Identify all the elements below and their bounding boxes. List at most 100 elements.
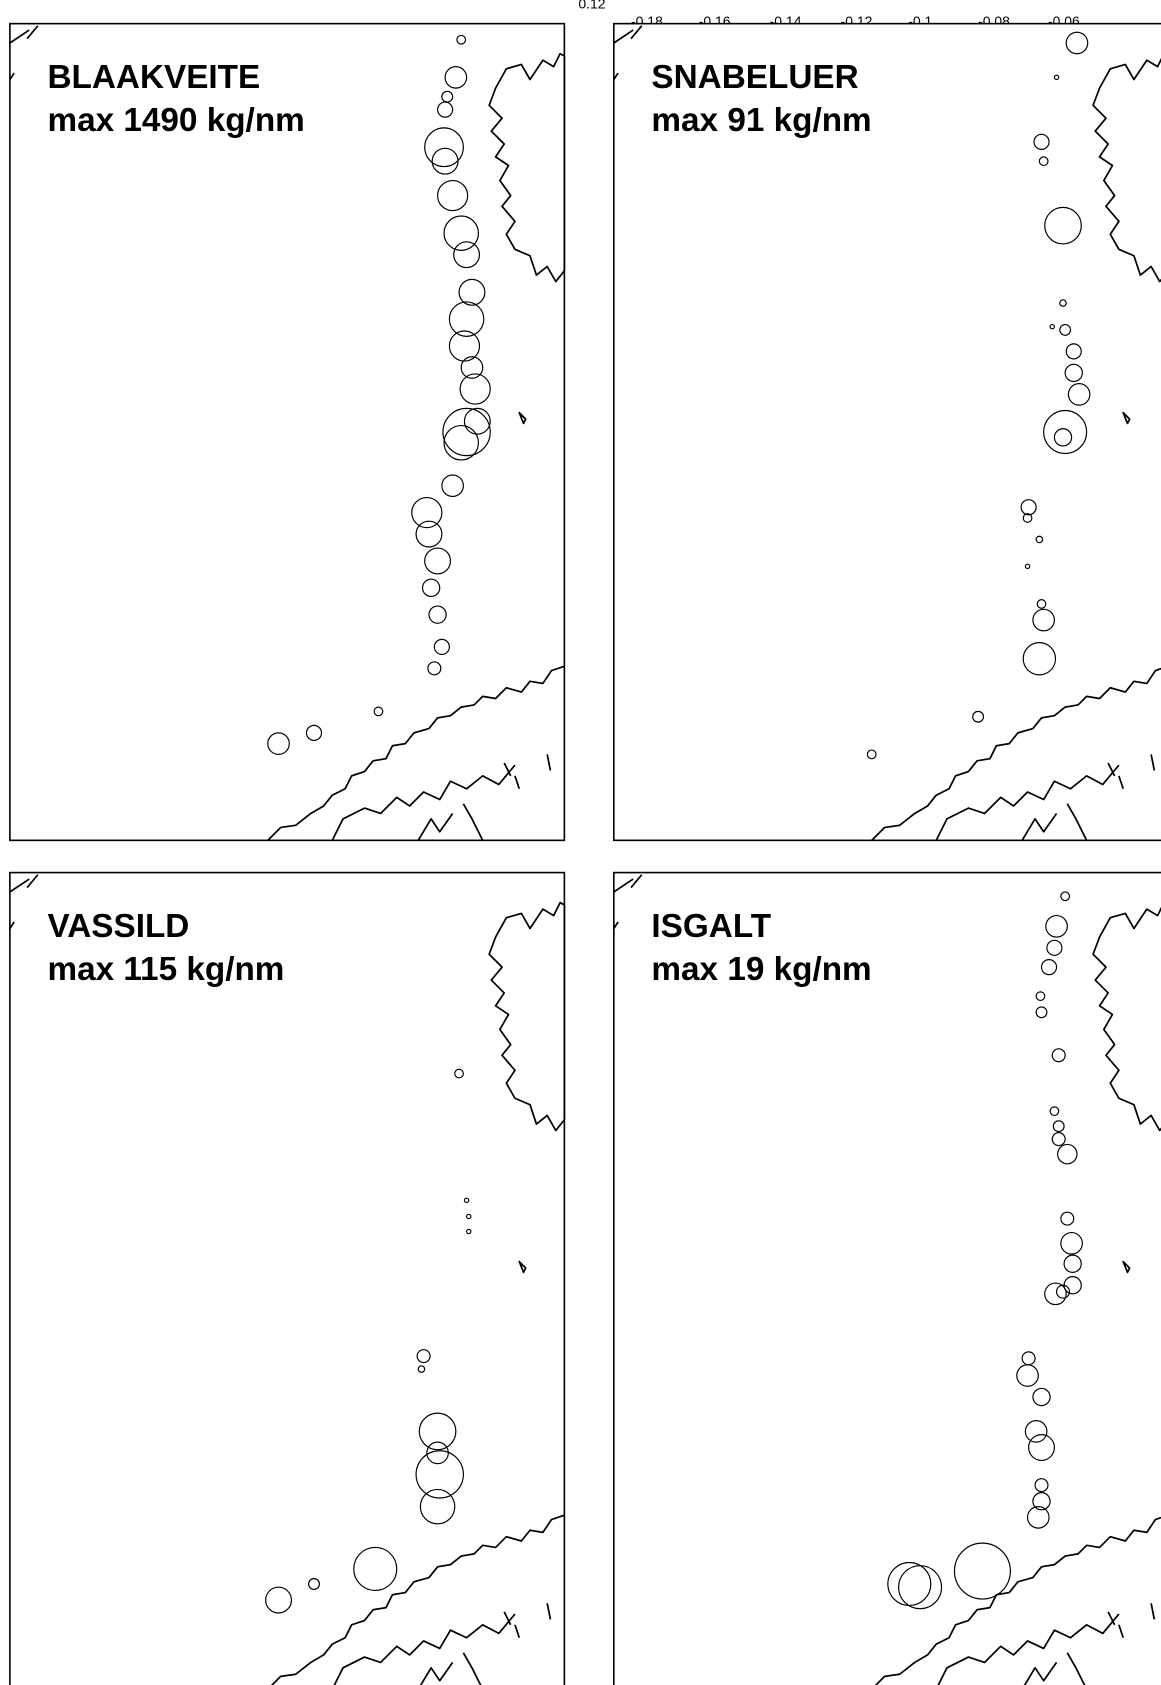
- catch-bubble: [972, 710, 985, 723]
- catch-bubble: [267, 732, 290, 755]
- catch-bubble: [1032, 608, 1055, 632]
- map-panel: VASSILD max 115 kg/nm: [9, 871, 566, 1685]
- catch-bubble: [443, 424, 480, 461]
- catch-bubble: [456, 34, 467, 45]
- catch-bubble: [1064, 363, 1083, 383]
- catch-bubble: [1044, 206, 1082, 245]
- catch-bubble: [411, 496, 443, 529]
- catch-bubble: [415, 520, 443, 548]
- catch-bubble: [428, 605, 447, 624]
- catch-bubble: [459, 373, 491, 405]
- catch-bubble: [1024, 1420, 1048, 1443]
- catch-bubble: [1043, 409, 1088, 455]
- catch-bubble: [443, 215, 480, 251]
- catch-bubble: [1026, 1506, 1050, 1529]
- catch-bubble: [1060, 1211, 1075, 1226]
- catch-bubble: [436, 179, 469, 212]
- catch-bubble: [419, 1488, 456, 1525]
- catch-bubble: [421, 578, 441, 598]
- catch-bubble: [1033, 133, 1050, 150]
- catch-bubble: [1065, 31, 1089, 55]
- panel-frame: [9, 871, 566, 1685]
- catch-bubble: [1053, 428, 1073, 447]
- catch-bubble: [1032, 1387, 1051, 1407]
- panel-title: ISGALT: [651, 908, 771, 945]
- catch-bubble: [417, 1365, 426, 1373]
- map-panel: SNABELUER max 91 kg/nm: [612, 22, 1161, 842]
- catch-bubble: [463, 407, 491, 435]
- catch-bubble: [448, 301, 485, 337]
- catch-bubble: [305, 724, 323, 742]
- catch-bubble: [424, 127, 464, 168]
- catch-bubble: [1022, 642, 1057, 676]
- catch-bubble: [353, 1546, 398, 1592]
- catch-bubble: [1036, 599, 1047, 609]
- catch-bubble: [265, 1586, 293, 1614]
- catch-bubble: [458, 278, 486, 306]
- catch-bubble: [897, 1565, 943, 1610]
- catch-bubble: [424, 547, 452, 575]
- catch-bubble: [1060, 891, 1071, 902]
- catch-bubble: [1055, 1284, 1071, 1299]
- catch-bubble: [431, 147, 459, 175]
- panel-title: BLAAKVEITE: [47, 59, 260, 96]
- catch-bubble: [1038, 156, 1049, 167]
- catch-bubble: [1022, 513, 1033, 523]
- panel-subtitle: max 1490 kg/nm: [47, 102, 304, 139]
- map-panel: ISGALT max 19 kg/nm: [612, 871, 1161, 1685]
- catch-bubble: [1024, 563, 1031, 570]
- panel-frame: [613, 871, 1161, 1685]
- catch-bubble: [1035, 991, 1046, 1002]
- catch-bubble: [427, 661, 442, 676]
- panel-subtitle: max 115 kg/nm: [47, 951, 284, 988]
- catch-bubble: [454, 1068, 464, 1079]
- catch-bubble: [1049, 323, 1055, 330]
- panel-frame: [9, 22, 566, 842]
- catch-bubble: [1016, 1364, 1039, 1387]
- panel-subtitle: max 19 kg/nm: [651, 951, 871, 988]
- catch-bubble: [418, 1412, 457, 1451]
- catch-bubble: [453, 241, 481, 269]
- catch-bubble: [1060, 1231, 1083, 1255]
- catch-bubble: [465, 1213, 472, 1220]
- catch-bubble: [1053, 74, 1060, 81]
- catch-bubble: [415, 1450, 464, 1499]
- catch-bubble: [1051, 1132, 1066, 1147]
- catch-bubble: [442, 407, 491, 457]
- catch-bubble: [1059, 299, 1067, 307]
- panels: BLAAKVEITE max 1490 kg/nm SNABELUER max 91 …: [9, 22, 1161, 1685]
- panel-subtitle: max 91 kg/nm: [651, 102, 871, 139]
- catch-bubble: [1067, 383, 1091, 406]
- panel-title: VASSILD: [47, 908, 189, 945]
- catch-bubble: [1040, 959, 1058, 976]
- catch-bubble: [1049, 1106, 1060, 1117]
- catch-bubble: [1020, 499, 1037, 516]
- catch-bubble: [460, 356, 484, 379]
- catch-bubble: [444, 66, 468, 89]
- catch-bubble: [308, 1578, 320, 1590]
- panel-title: SNABELUER: [651, 59, 858, 96]
- catch-bubble: [953, 1542, 1011, 1600]
- catch-bubble: [1044, 1282, 1067, 1306]
- catch-bubble: [1028, 1434, 1055, 1461]
- catch-bubble: [1035, 535, 1044, 544]
- catch-bubble: [1034, 1478, 1049, 1493]
- catch-bubble: [463, 1197, 470, 1204]
- catch-bubble: [1035, 1006, 1048, 1019]
- catch-bubble: [1052, 1120, 1065, 1133]
- catch-bubble: [1059, 323, 1072, 336]
- panel-frame: [613, 22, 1161, 842]
- catch-bubble: [416, 1349, 431, 1364]
- catch-bubble: [1032, 1492, 1051, 1511]
- catch-bubble: [441, 474, 464, 498]
- catch-bubble: [448, 330, 481, 362]
- catch-bubble: [1063, 1254, 1082, 1273]
- catch-bubble: [866, 749, 877, 760]
- map-panel: BLAAKVEITE max 1490 kg/nm: [9, 22, 566, 842]
- catch-bubble: [1046, 939, 1063, 956]
- catch-bubble: [436, 101, 454, 118]
- catch-bubble: [1065, 343, 1082, 360]
- axis-label: 0.12: [578, 0, 605, 12]
- catch-bubble: [433, 638, 450, 656]
